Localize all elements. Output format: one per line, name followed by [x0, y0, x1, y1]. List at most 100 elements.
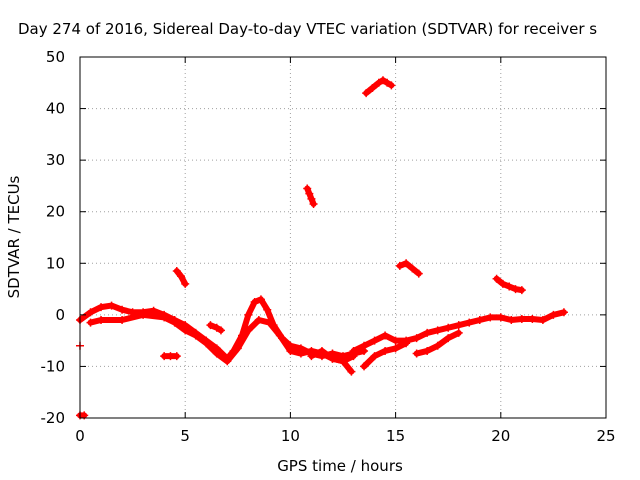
data-point [498, 279, 507, 288]
data-point [305, 189, 314, 198]
data-point [263, 305, 272, 314]
data-point [286, 346, 295, 355]
data-point [395, 261, 404, 270]
data-point [360, 341, 369, 350]
x-tick-label: 20 [491, 427, 510, 445]
data-point [254, 316, 263, 325]
data-point [492, 274, 501, 283]
series-12 [206, 321, 225, 335]
data-point [412, 349, 421, 358]
data-point [307, 194, 316, 203]
series-9 [395, 259, 423, 278]
data-point [402, 339, 411, 348]
data-point [206, 321, 215, 330]
data-point [170, 318, 179, 327]
data-point [402, 259, 411, 268]
y-tick-label: 30 [46, 151, 65, 169]
data-point [391, 336, 400, 345]
data-point [265, 318, 274, 327]
data-point [86, 308, 95, 317]
data-point [486, 313, 495, 322]
x-tick-label: 5 [180, 427, 190, 445]
data-point [360, 362, 369, 371]
data-point [423, 346, 432, 355]
series-2 [349, 308, 568, 355]
data-point [97, 303, 106, 312]
data-point [528, 314, 537, 323]
series-3 [360, 339, 411, 371]
data-point [517, 314, 526, 323]
data-point [303, 184, 312, 193]
data-point [370, 352, 379, 361]
data-point [118, 316, 127, 325]
data-point [511, 285, 520, 294]
data-point [387, 81, 396, 90]
grid [80, 57, 606, 418]
y-tick-label: -20 [41, 409, 66, 427]
data-point [172, 352, 181, 361]
data-point [412, 334, 421, 343]
series-5 [307, 346, 356, 376]
data-point [362, 89, 371, 98]
data-point [444, 323, 453, 332]
data-point [176, 272, 185, 281]
data-point [423, 328, 432, 337]
data-point [374, 78, 383, 87]
x-tick-label: 25 [596, 427, 615, 445]
data-point [328, 354, 337, 363]
data-point [191, 331, 200, 340]
y-tick-label: 0 [55, 306, 65, 324]
data-point [256, 295, 265, 304]
data-point [370, 336, 379, 345]
data-point [347, 367, 356, 376]
data-point [172, 267, 181, 276]
data-point [216, 326, 225, 335]
data-point [433, 341, 442, 350]
data-point [181, 279, 190, 288]
series-6 [172, 267, 190, 288]
chart-title: Day 274 of 2016, Sidereal Day-to-day VTE… [18, 20, 597, 38]
data-point [212, 349, 221, 358]
series-8 [362, 76, 396, 98]
series-track [396, 260, 422, 277]
data-point [408, 264, 417, 273]
data-point [517, 286, 526, 295]
data-point [250, 297, 259, 306]
series-4 [412, 328, 463, 358]
data-point [275, 331, 284, 340]
data-point [202, 339, 211, 348]
data-point [378, 76, 387, 85]
data-point [383, 78, 392, 87]
data-point [309, 199, 318, 208]
data-point [181, 326, 190, 335]
x-tick-label: 0 [75, 427, 85, 445]
data-point [507, 316, 516, 325]
data-point [559, 308, 568, 317]
axis-ticks: 0 5 10 15 20 25 -20 -10 0 10 20 30 40 50 [41, 48, 616, 445]
y-axis-title: SDTVAR / TECUs [5, 175, 23, 298]
data-point [505, 282, 514, 291]
data-point [244, 310, 253, 319]
data-series [76, 76, 568, 420]
data-point [549, 310, 558, 319]
data-point [139, 310, 148, 319]
series-track [304, 185, 317, 207]
x-tick-label: 15 [386, 427, 405, 445]
series-7 [303, 184, 318, 208]
data-point [414, 269, 423, 278]
data-point [444, 334, 453, 343]
y-tick-label: 40 [46, 100, 65, 118]
y-tick-label: 10 [46, 254, 65, 272]
x-tick-label: 10 [281, 427, 300, 445]
data-point [296, 349, 305, 358]
data-point [391, 344, 400, 353]
data-point [454, 328, 463, 337]
data-point [381, 331, 390, 340]
y-tick-label: 50 [46, 48, 65, 66]
data-point [212, 323, 221, 332]
data-point [307, 352, 316, 361]
data-point [107, 301, 116, 310]
data-point [86, 318, 95, 327]
data-point [454, 321, 463, 330]
